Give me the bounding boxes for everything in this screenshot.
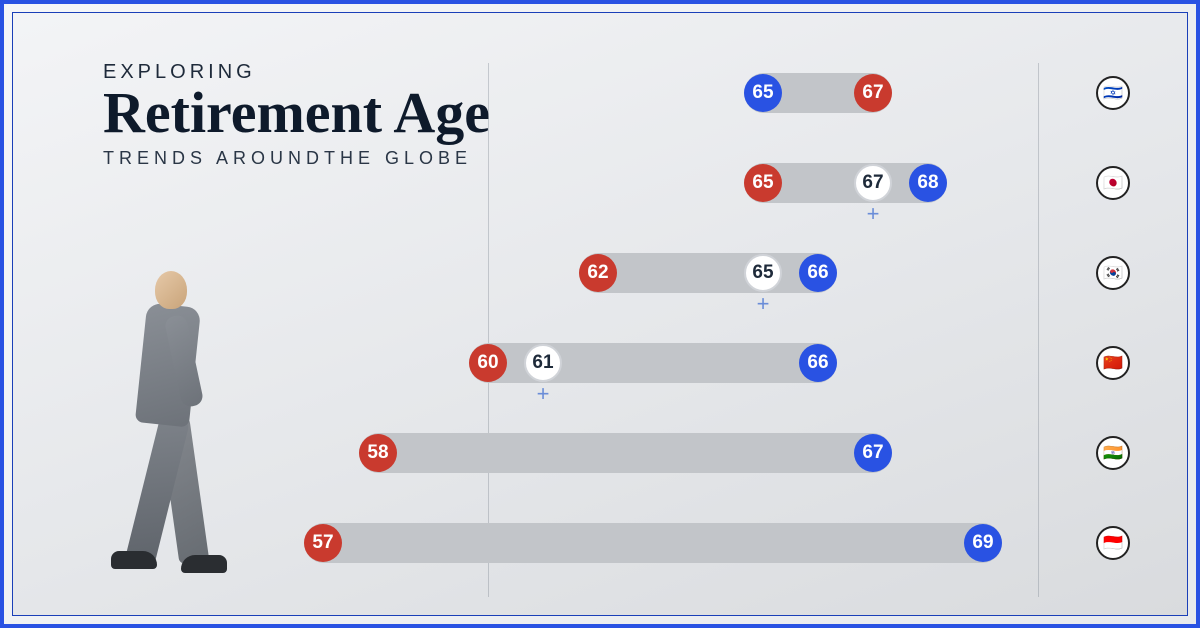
age-marker-white: 61 [524,344,562,382]
age-marker-red: 57 [304,524,342,562]
age-marker-red: 60 [469,344,507,382]
age-marker-blue: 67 [854,434,892,472]
range-bar [359,433,892,473]
gridline [488,63,489,597]
chart-row-india: 58 67 🇮🇳 [13,433,1187,473]
range-bar [304,523,1002,563]
age-marker-white: 65 [744,254,782,292]
plus-icon: + [537,381,550,407]
chart-row-south-korea: 626566+🇰🇷 [13,253,1187,293]
chart-row-indonesia: 57 69 🇮🇩 [13,523,1187,563]
plus-icon: + [867,201,880,227]
gridline [1038,63,1039,597]
age-marker-red: 62 [579,254,617,292]
flag-icon-japan: 🇯🇵 [1096,166,1130,200]
age-marker-blue: 66 [799,344,837,382]
flag-icon-indonesia: 🇮🇩 [1096,526,1130,560]
age-marker-blue: 68 [909,164,947,202]
age-marker-red: 67 [854,74,892,112]
age-marker-white: 67 [854,164,892,202]
chart-row-china: 606166+🇨🇳 [13,343,1187,383]
age-marker-blue: 66 [799,254,837,292]
age-marker-red: 65 [744,164,782,202]
chart-row-japan: 656768+🇯🇵 [13,163,1187,203]
plus-icon: + [757,291,770,317]
retirement-range-chart: 6567🇮🇱656768+🇯🇵626566+🇰🇷606166+🇨🇳5867🇮🇳5… [13,13,1187,615]
inner-panel: EXPLORING Retirement Age TRENDS AROUNDTH… [12,12,1188,616]
flag-icon-china: 🇨🇳 [1096,346,1130,380]
flag-icon-south-korea: 🇰🇷 [1096,256,1130,290]
age-marker-blue: 69 [964,524,1002,562]
age-marker-blue: 65 [744,74,782,112]
flag-icon-israel: 🇮🇱 [1096,76,1130,110]
age-marker-red: 58 [359,434,397,472]
outer-frame: EXPLORING Retirement Age TRENDS AROUNDTH… [0,0,1200,628]
chart-row-israel: 65 67 🇮🇱 [13,73,1187,113]
flag-icon-india: 🇮🇳 [1096,436,1130,470]
